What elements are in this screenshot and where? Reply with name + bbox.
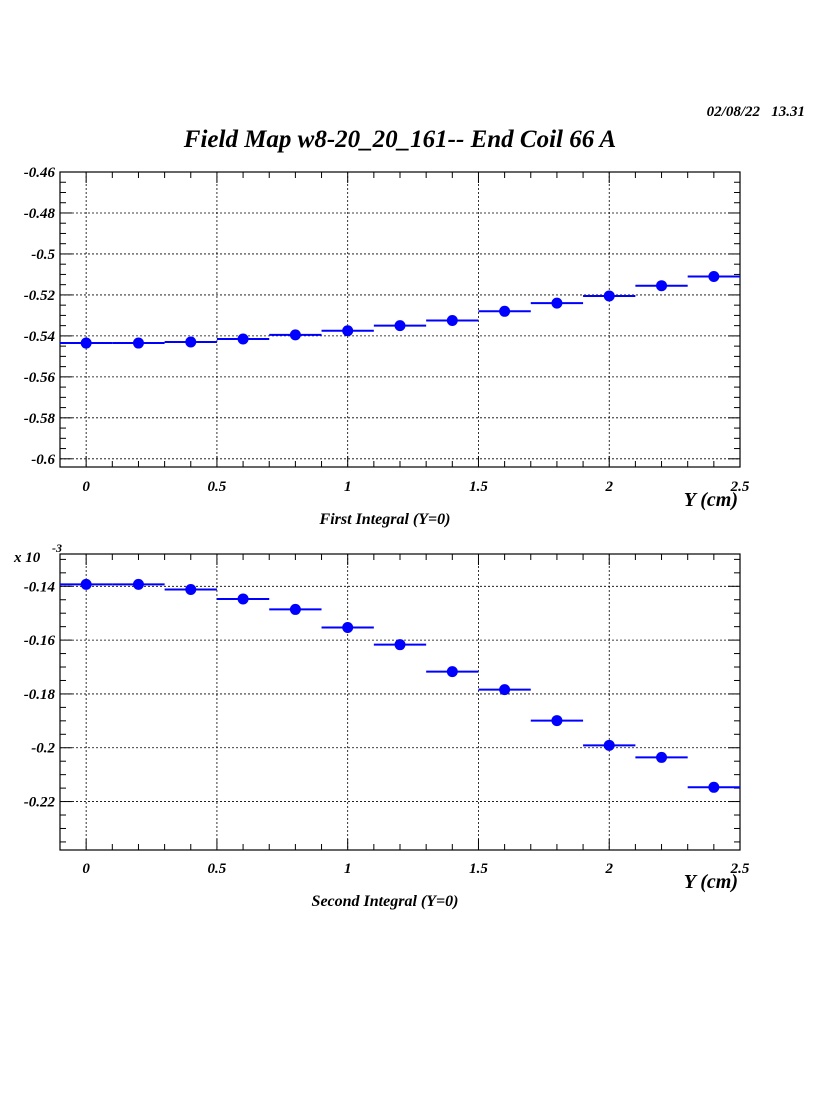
plot-frame: [59, 171, 741, 468]
data-point: [394, 639, 406, 651]
y-tick-label: -0.52: [24, 288, 56, 304]
y-tick-label: -0.46: [24, 165, 56, 181]
data-point: [132, 337, 144, 349]
data-point: [132, 578, 144, 590]
y-tick-label: -0.48: [24, 206, 56, 222]
data-point: [603, 739, 615, 751]
data-point: [551, 715, 563, 727]
data-point: [80, 578, 92, 590]
chart-panel-1: 0 0.5 1 1.5 2 2.5 -0.6 -0.58 -0.56 -0.54 -0.52 -0.5…: [24, 165, 750, 528]
plot-frame: [59, 553, 741, 851]
date-stamp: 02/08/22 13.31: [660, 104, 805, 121]
x-tick-label: 1.5: [469, 479, 488, 495]
chart-panel-2: 0 0.5 1 1.5 2 2.5 -0.22 -0.2 -0.18 -0.16 -0.14 Y (c…: [13, 541, 750, 910]
y-multiplier-exponent: -3: [52, 541, 62, 555]
data-point: [656, 751, 668, 763]
time-text: 13.31: [771, 104, 805, 120]
y-tick-label: -0.6: [31, 452, 55, 468]
x-axis-label: Y (cm): [684, 489, 738, 511]
x-tick-label: 1.5: [469, 861, 488, 877]
x-tick-label: 0.5: [208, 861, 227, 877]
data-point: [289, 329, 301, 341]
y-tick-label: -0.22: [24, 795, 56, 811]
data-point: [394, 320, 406, 332]
y-tick-label: -0.16: [24, 633, 56, 649]
x-tick-label: 1: [344, 479, 352, 495]
data-point: [237, 593, 249, 605]
x-tick-label: 2: [604, 861, 613, 877]
data-point: [185, 336, 197, 348]
y-tick-label: -0.5: [31, 247, 55, 263]
data-point: [237, 333, 249, 345]
x-tick-label: 2.5: [730, 479, 750, 495]
data-point: [80, 337, 92, 349]
y-tick-label: -0.56: [24, 370, 56, 386]
x-tick-label: 0: [82, 479, 90, 495]
date-text: 02/08/22: [706, 104, 760, 120]
data-point: [342, 621, 354, 633]
y-tick-label: -0.18: [24, 687, 56, 703]
x-tick-label: 1: [344, 861, 352, 877]
y-tick-label: -0.54: [24, 329, 56, 345]
data-point: [342, 325, 354, 337]
data-point: [551, 297, 563, 309]
data-point: [603, 290, 615, 302]
x-tick-label: 0: [82, 861, 90, 877]
data-point: [446, 315, 458, 327]
data-point: [656, 280, 668, 292]
x-tick-label: 2.5: [730, 861, 750, 877]
chart-title: Second Integral (Y=0): [312, 893, 459, 910]
page-title: Field Map w8-20_20_161-- End Coil 66 A: [183, 126, 617, 153]
data-point: [708, 781, 720, 793]
data-point: [446, 666, 458, 678]
x-axis-label: Y (cm): [684, 871, 738, 893]
y-tick-label: -0.14: [24, 579, 56, 595]
data-point: [289, 603, 301, 615]
data-point: [708, 270, 720, 282]
y-tick-label: -0.2: [31, 741, 55, 757]
data-point: [499, 305, 511, 317]
x-tick-label: 0.5: [208, 479, 227, 495]
y-multiplier-label: x 10: [13, 550, 41, 566]
x-tick-label: 2: [604, 479, 613, 495]
y-tick-label: -0.58: [24, 411, 56, 427]
data-point: [499, 684, 511, 696]
data-point: [185, 584, 197, 596]
chart-title: First Integral (Y=0): [319, 511, 451, 528]
